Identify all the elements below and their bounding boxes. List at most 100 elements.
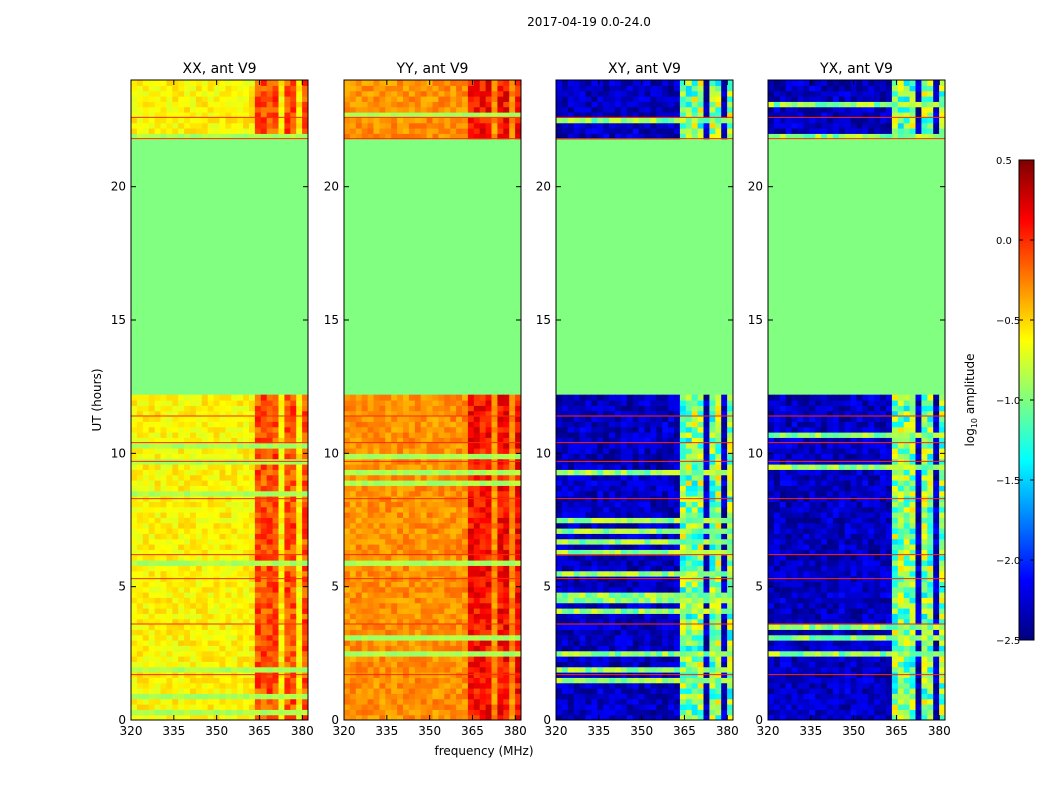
heatmap-cell <box>195 618 203 625</box>
heatmap-cell <box>284 554 291 561</box>
heatmap-cell <box>184 698 191 705</box>
heatmap-cell <box>266 677 274 684</box>
heatmap-cell <box>154 453 162 460</box>
heatmap-cell <box>450 448 457 454</box>
heatmap-cell <box>503 650 510 657</box>
heatmap-cell <box>184 410 191 417</box>
heatmap-cell <box>420 677 428 684</box>
heatmap-cell <box>408 405 416 412</box>
heatmap-cell <box>473 517 481 524</box>
heatmap-cell <box>420 122 428 129</box>
heatmap-cell <box>367 661 375 668</box>
heatmap-cell <box>213 704 221 710</box>
heatmap-cell <box>278 480 285 486</box>
heatmap-cell <box>462 645 469 652</box>
heatmap-cell <box>715 645 722 652</box>
heatmap-cell <box>479 426 487 433</box>
heatmap-cell <box>438 565 445 572</box>
heatmap-cell <box>231 714 238 720</box>
heatmap-cell <box>190 677 197 684</box>
heatmap-cell <box>438 416 445 422</box>
heatmap-cell <box>219 704 226 710</box>
heatmap-cell <box>344 656 351 662</box>
heatmap-cell <box>373 682 380 689</box>
heatmap-cell <box>408 512 416 518</box>
heatmap-cell <box>178 432 185 438</box>
heatmap-cell <box>432 693 439 700</box>
heatmap-cell <box>290 528 297 534</box>
heatmap-cell <box>509 581 516 588</box>
heatmap-cell <box>195 469 203 476</box>
heatmap-cell <box>408 421 416 428</box>
heatmap-cell <box>444 122 451 129</box>
heatmap-cell <box>207 688 215 694</box>
heatmap-cell <box>260 85 268 92</box>
heatmap-cell <box>302 474 308 481</box>
heatmap-cell <box>426 533 434 540</box>
heatmap-cell <box>556 645 563 652</box>
heatmap-cell <box>721 650 728 657</box>
heatmap-cell <box>266 101 274 108</box>
heatmap-cell <box>385 469 392 476</box>
heatmap-cell <box>131 469 138 476</box>
heatmap-cell <box>278 629 285 636</box>
heatmap-cell <box>473 592 481 598</box>
heatmap-cell <box>656 640 663 646</box>
heatmap-cell <box>509 432 516 438</box>
heatmap-cell <box>160 608 167 614</box>
heatmap-cell <box>561 613 569 620</box>
heatmap-cell <box>497 400 504 406</box>
heatmap-cell <box>515 602 521 609</box>
heatmap-cell <box>243 565 250 572</box>
heatmap-cell <box>296 421 303 428</box>
heatmap-cell <box>438 634 445 641</box>
heatmap-cell <box>503 640 510 646</box>
heatmap-cell <box>438 586 445 593</box>
heatmap-cell <box>166 608 173 614</box>
heatmap-cell <box>556 613 563 620</box>
heatmap-cell <box>561 640 569 646</box>
heatmap-cell <box>397 90 404 97</box>
heatmap-cell <box>237 426 244 433</box>
heatmap-cell <box>178 602 185 609</box>
heatmap-cell <box>361 106 369 113</box>
heatmap-cell <box>462 506 469 513</box>
heatmap-cell <box>237 405 244 412</box>
heatmap-cell <box>650 634 657 641</box>
heatmap-cell <box>290 448 297 454</box>
heatmap-cell <box>178 506 185 513</box>
heatmap-cell <box>349 464 357 470</box>
heatmap-cell <box>237 544 244 550</box>
heatmap-cell <box>444 85 451 92</box>
heatmap-cell <box>462 640 469 646</box>
heatmap-cell <box>485 586 493 593</box>
heatmap-cell <box>136 501 144 508</box>
heatmap-cell <box>260 533 268 540</box>
heatmap-cell <box>266 709 274 716</box>
heatmap-cell <box>166 410 173 417</box>
heatmap-cell <box>479 133 487 140</box>
heatmap-cell <box>172 400 179 406</box>
heatmap-cell <box>414 117 422 124</box>
heatmap-cell <box>509 533 516 540</box>
heatmap-cell <box>266 570 274 577</box>
heatmap-cell <box>213 117 221 124</box>
heatmap-cell <box>355 410 363 417</box>
heatmap-cell <box>272 565 280 572</box>
heatmap-cell <box>131 634 138 641</box>
heatmap-cell <box>426 106 434 113</box>
heatmap-cell <box>379 688 386 694</box>
x-tick-label: 380 <box>504 724 527 738</box>
heatmap-cell <box>479 586 487 593</box>
heatmap-cell <box>131 544 138 550</box>
heatmap-cell <box>715 656 722 662</box>
heatmap-cell <box>444 405 451 412</box>
heatmap-cell <box>160 448 167 454</box>
heatmap-cell <box>556 666 563 673</box>
heatmap-cell <box>432 410 439 417</box>
heatmap-cell <box>385 106 392 113</box>
heatmap-cell <box>497 714 504 720</box>
heatmap-cell <box>379 560 386 566</box>
x-tick-label: 350 <box>418 724 441 738</box>
heatmap-cell <box>403 682 410 689</box>
